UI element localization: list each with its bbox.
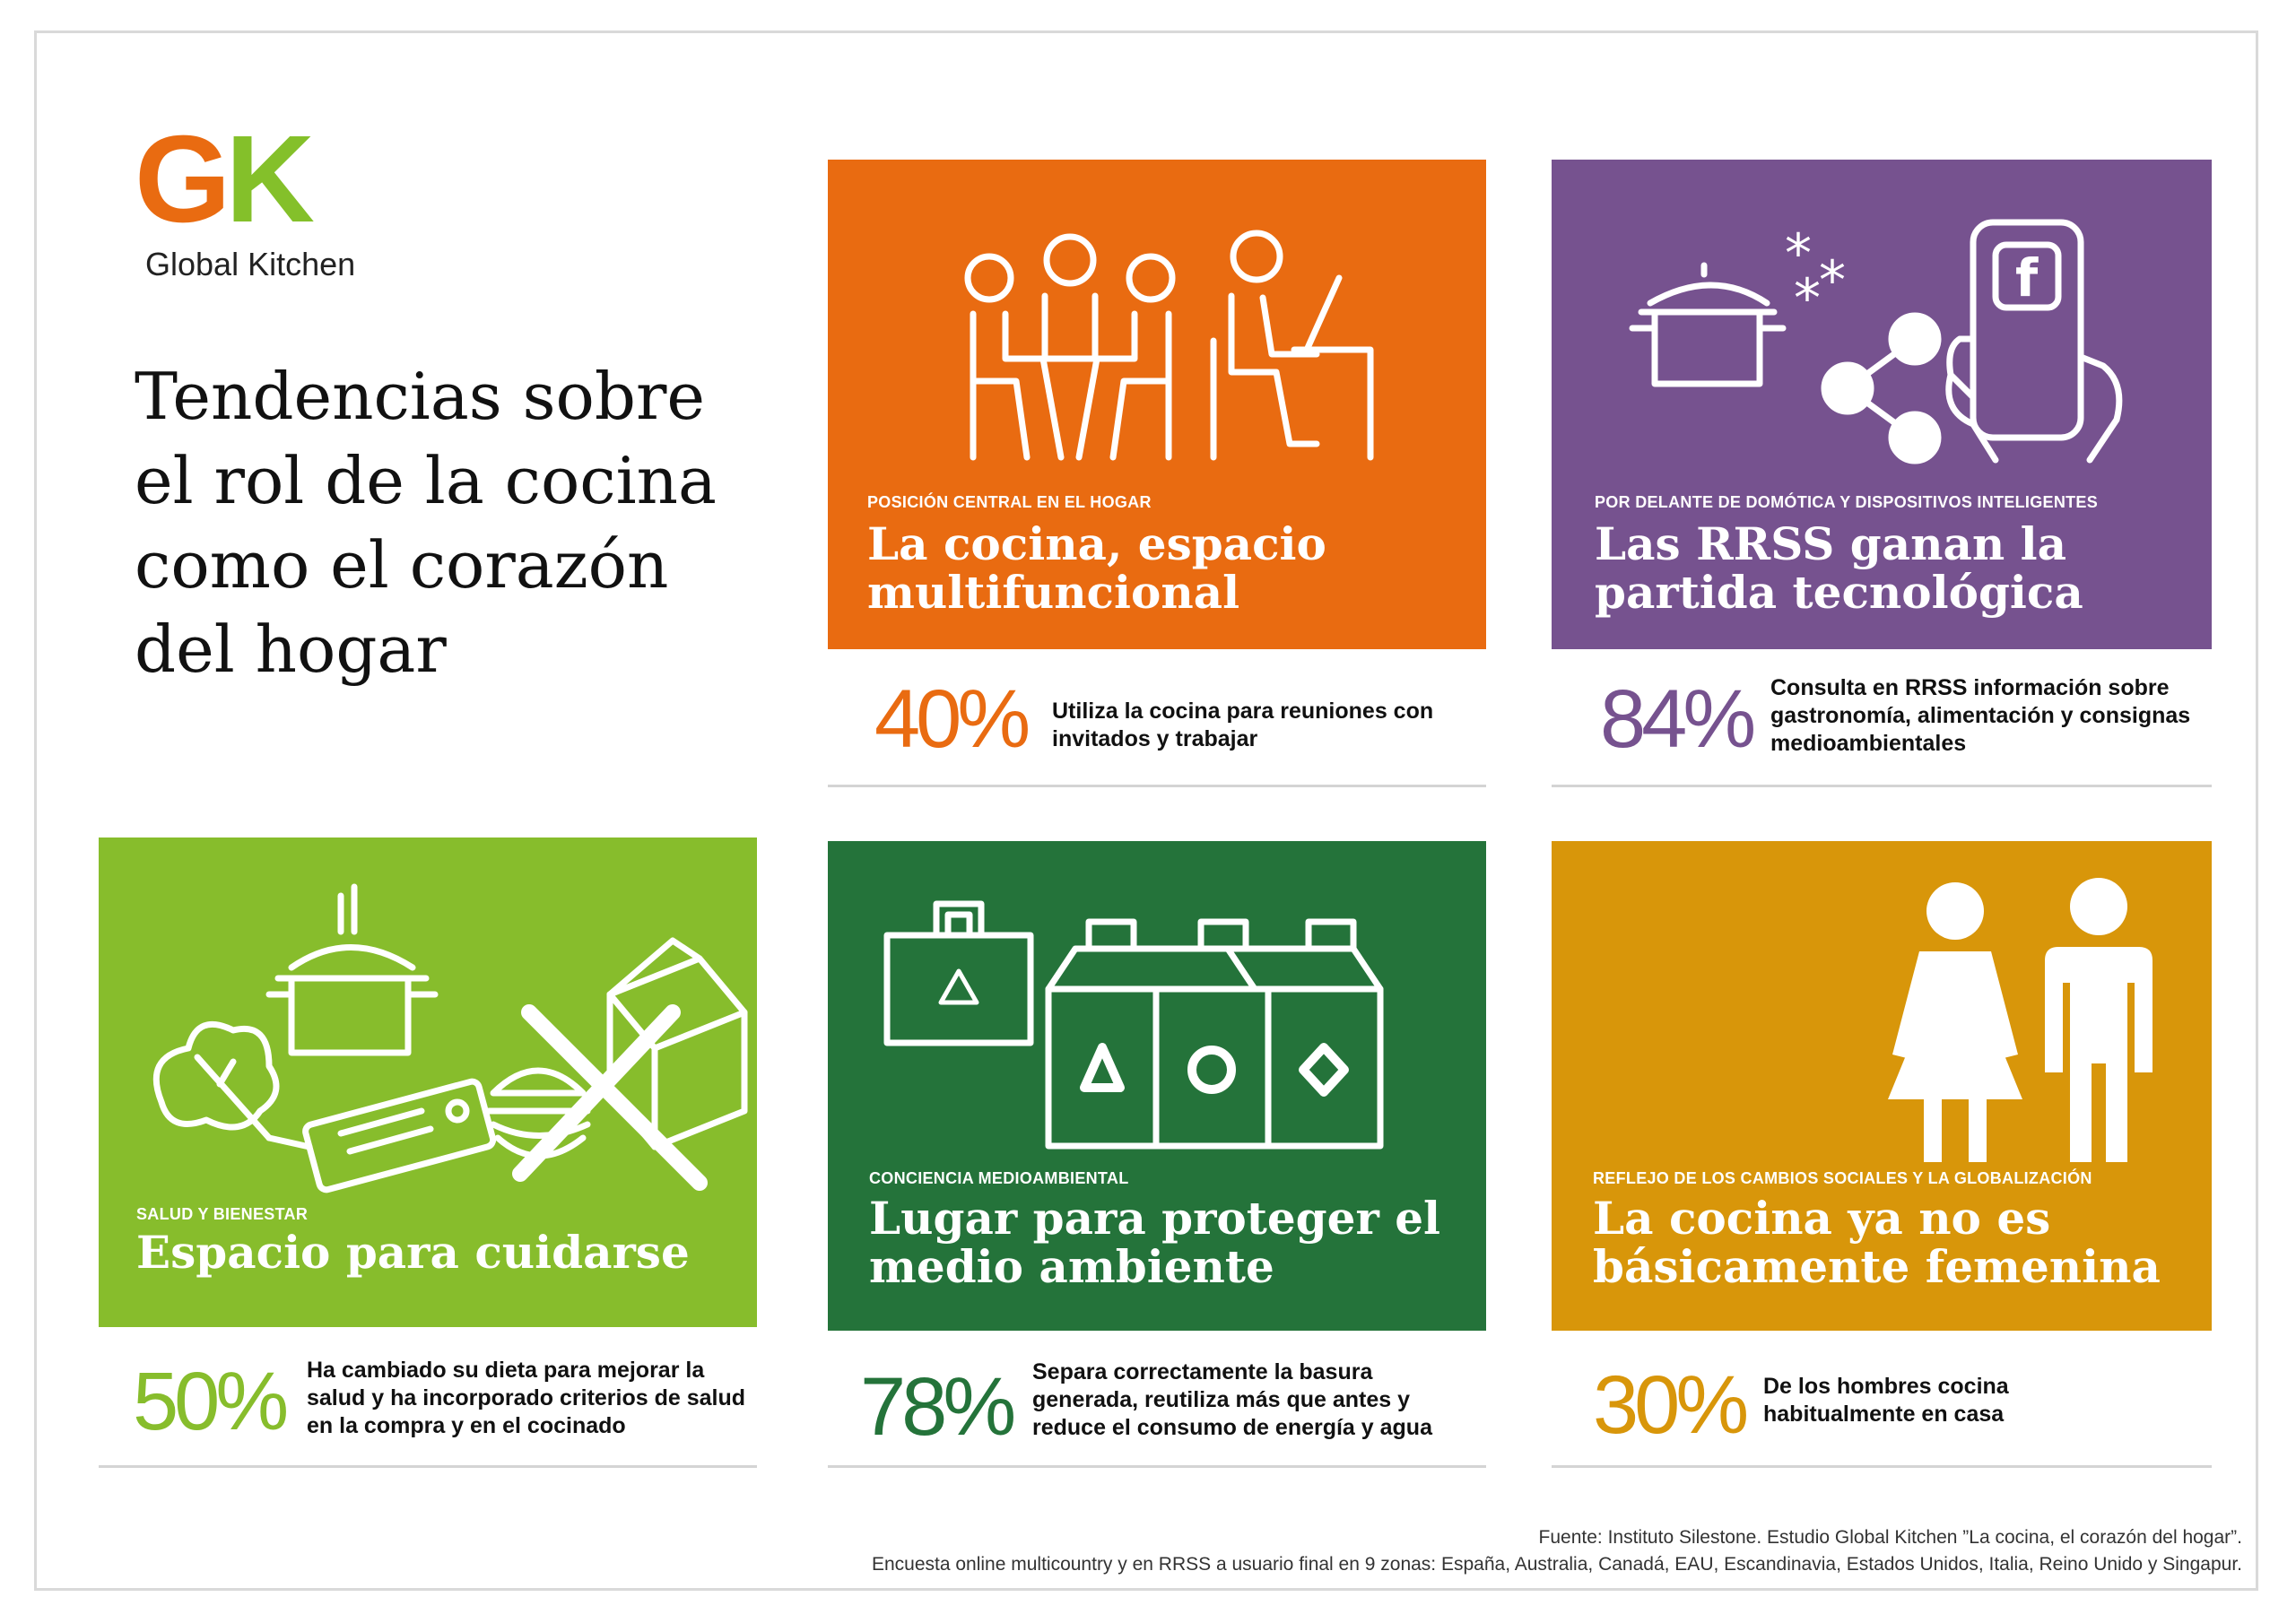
stat-percentage: 78% bbox=[860, 1361, 1016, 1453]
people-meeting-icon bbox=[964, 230, 1374, 461]
stat-health: 50% Ha cambiado su dieta para mejorar la… bbox=[99, 1333, 757, 1468]
panel-title: La cocina, espacio multifuncional bbox=[867, 517, 1326, 619]
stat-description: Utiliza la cocina para reuniones con inv… bbox=[1052, 699, 1434, 751]
stat-environment: 78% Separa correctamente la basura gener… bbox=[828, 1333, 1486, 1468]
page-frame bbox=[34, 30, 2258, 1591]
panel-kicker: CONCIENCIA MEDIOAMBIENTAL bbox=[869, 1169, 1129, 1187]
panel-equality: REFLEJO DE LOS CAMBIOS SOCIALES Y LA GLO… bbox=[1552, 841, 2212, 1331]
panel-multifunctional: POSICIÓN CENTRAL EN EL HOGAR La cocina, … bbox=[828, 160, 1486, 649]
stat-social-media: 84% Consulta en RRSS información sobre g… bbox=[1552, 653, 2212, 787]
stat-description: Separa correctamente la basura generada,… bbox=[1032, 1359, 1432, 1440]
panel-title: La cocina ya no es básicamente femenina bbox=[1593, 1192, 2161, 1293]
stat-percentage: 50% bbox=[133, 1356, 289, 1447]
stat-multifunctional: 40% Utiliza la cocina para reuniones con… bbox=[828, 653, 1486, 787]
stat-equality: 30% De los hombres cocina habitualmente … bbox=[1552, 1333, 2212, 1468]
svg-text:*: * bbox=[1819, 249, 1846, 312]
source-footnote: Fuente: Instituto Silestone. Estudio Glo… bbox=[872, 1524, 2242, 1578]
stat-description: Ha cambiado su dieta para mejorar la sal… bbox=[307, 1358, 746, 1438]
logo-mark: GK bbox=[135, 110, 315, 248]
logo-name: Global Kitchen bbox=[145, 246, 356, 282]
global-kitchen-logo: GK Global Kitchen bbox=[135, 110, 368, 287]
panel-kicker: POR DELANTE DE DOMÓTICA Y DISPOSITIVOS I… bbox=[1595, 493, 2099, 511]
stat-description: Consulta en RRSS información sobre gastr… bbox=[1770, 675, 2191, 756]
healthy-food-icon bbox=[152, 883, 748, 1193]
facebook-letter: f bbox=[2015, 247, 2039, 308]
woman-man-icon bbox=[1888, 878, 2152, 1162]
page-title: Tendencias sobre el rol de la cocina com… bbox=[135, 359, 717, 687]
stat-percentage: 30% bbox=[1593, 1359, 1749, 1451]
panel-kicker: SALUD Y BIENESTAR bbox=[136, 1205, 309, 1223]
stat-percentage: 40% bbox=[874, 673, 1031, 765]
panel-title: Lugar para proteger el medio ambiente bbox=[869, 1192, 1441, 1293]
panel-environment: CONCIENCIA MEDIOAMBIENTAL Lugar para pro… bbox=[828, 841, 1486, 1331]
svg-text:*: * bbox=[1794, 267, 1821, 330]
panel-kicker: POSICIÓN CENTRAL EN EL HOGAR bbox=[867, 493, 1152, 511]
survey-line: Encuesta online multicountry y en RRSS a… bbox=[871, 1554, 2242, 1575]
panel-kicker: REFLEJO DE LOS CAMBIOS SOCIALES Y LA GLO… bbox=[1593, 1169, 2092, 1187]
panel-title: Las RRSS ganan la partida tecnológica bbox=[1595, 517, 2083, 619]
stat-description: De los hombres cocina habitualmente en c… bbox=[1763, 1374, 2009, 1427]
panel-title: Espacio para cuidarse bbox=[136, 1226, 690, 1279]
panel-health: SALUD Y BIENESTAR Espacio para cuidarse bbox=[99, 838, 757, 1327]
recycling-icon bbox=[883, 900, 1384, 1150]
svg-text:*: * bbox=[1785, 222, 1812, 285]
panel-social-media: * * * f POR DELANTE DE DOMÓTICA Y DISPOS… bbox=[1552, 160, 2212, 649]
source-line: Fuente: Instituto Silestone. Estudio Glo… bbox=[1538, 1527, 2242, 1548]
social-media-icon: * * * f bbox=[1629, 219, 2123, 464]
stat-percentage: 84% bbox=[1600, 673, 1756, 765]
